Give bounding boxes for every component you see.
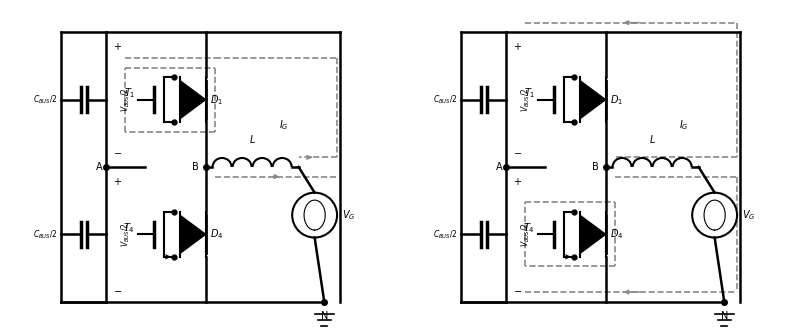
Text: $I_G$: $I_G$	[679, 119, 689, 132]
Text: +: +	[513, 42, 521, 52]
Text: $D_1$: $D_1$	[610, 93, 623, 107]
Text: $C_{BUS}/2$: $C_{BUS}/2$	[34, 94, 58, 106]
Text: $-$: $-$	[513, 147, 522, 157]
Text: $D_1$: $D_1$	[210, 93, 223, 107]
Text: A: A	[96, 162, 103, 172]
Text: $V_{BUS}/2$: $V_{BUS}/2$	[519, 222, 531, 247]
Polygon shape	[580, 80, 606, 119]
Text: +: +	[113, 177, 121, 187]
Polygon shape	[580, 215, 606, 254]
Text: $T_4$: $T_4$	[123, 221, 135, 235]
Polygon shape	[180, 80, 206, 119]
Text: $C_{BUS}/2$: $C_{BUS}/2$	[434, 94, 458, 106]
Text: L: L	[250, 135, 254, 145]
Text: $I_G$: $I_G$	[279, 119, 289, 132]
Text: N: N	[321, 311, 328, 321]
Text: +: +	[513, 177, 521, 187]
Text: $-$: $-$	[113, 285, 122, 295]
Text: $T_1$: $T_1$	[523, 87, 535, 100]
Text: $-$: $-$	[113, 147, 122, 157]
Text: $C_{BUS}/2$: $C_{BUS}/2$	[34, 228, 58, 240]
Text: $D_4$: $D_4$	[210, 227, 224, 241]
Polygon shape	[180, 215, 206, 254]
Text: $V_{BUS}/2$: $V_{BUS}/2$	[519, 87, 531, 112]
Text: $V_G$: $V_G$	[742, 208, 755, 222]
Text: A: A	[496, 162, 503, 172]
Text: B: B	[193, 162, 199, 172]
Text: N: N	[721, 311, 728, 321]
Text: $T_1$: $T_1$	[123, 87, 135, 100]
Text: $T_4$: $T_4$	[523, 221, 535, 235]
Text: $-$: $-$	[513, 285, 522, 295]
Text: +: +	[113, 42, 121, 52]
Text: $D_4$: $D_4$	[610, 227, 624, 241]
Text: $C_{BUS}/2$: $C_{BUS}/2$	[434, 228, 458, 240]
Text: $V_{BUS}/2$: $V_{BUS}/2$	[119, 222, 131, 247]
Text: L: L	[650, 135, 654, 145]
Text: $V_{BUS}/2$: $V_{BUS}/2$	[119, 87, 131, 112]
Text: $V_G$: $V_G$	[342, 208, 355, 222]
Text: B: B	[593, 162, 599, 172]
